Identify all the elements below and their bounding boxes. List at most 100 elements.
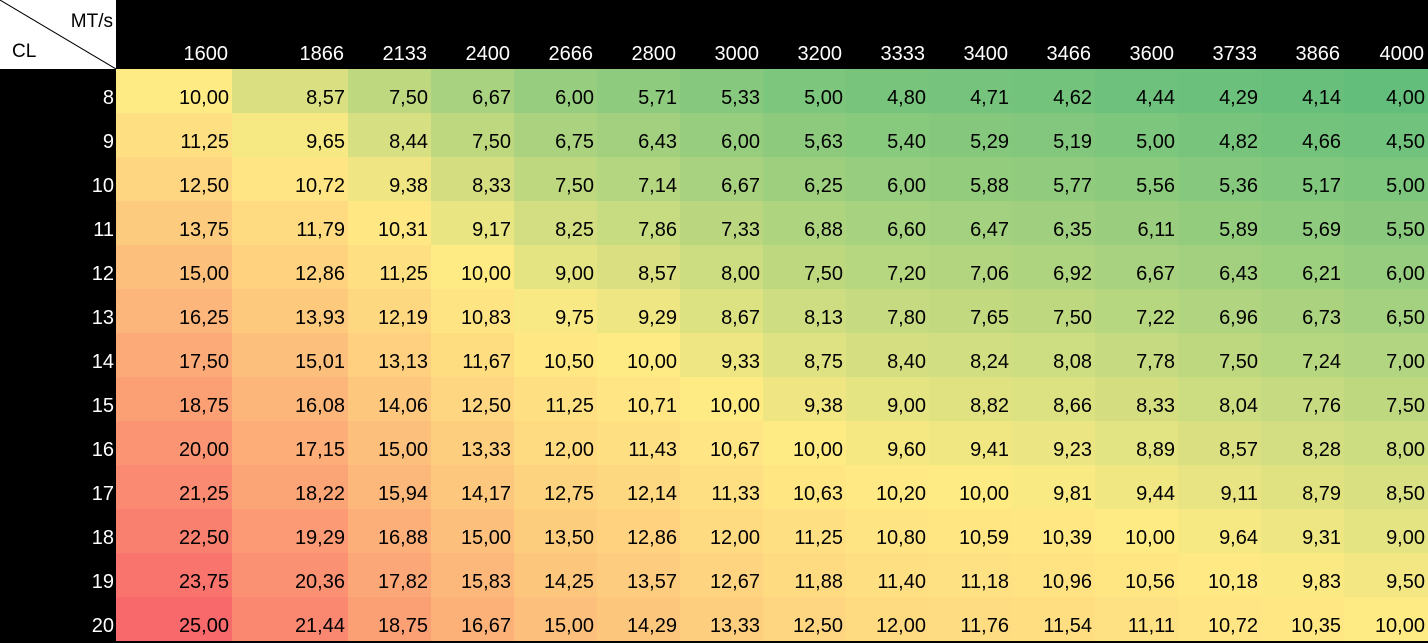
heatmap-cell [514,553,597,597]
cell-value: 7,50 [1386,395,1425,417]
heatmap-cell [1344,597,1428,641]
cell-value: 8,44 [389,131,428,153]
cell-value: 13,50 [543,527,594,549]
heatmap-cell [1012,377,1095,421]
heatmap-cell [1261,377,1344,421]
heatmap-cell [1261,597,1344,641]
row-header-10: 10 [91,175,114,197]
cell-value: 21,44 [294,615,345,637]
cell-value: 10,18 [1207,571,1258,593]
heatmap-cell [1095,509,1178,553]
corner-header: MT/s CL [0,0,116,69]
heatmap-cell [1095,245,1178,289]
cell-value: 7,76 [1302,395,1341,417]
heatmap-cell [929,465,1012,509]
cell-value: 9,41 [970,439,1009,461]
cell-value: 6,96 [1219,307,1258,329]
heatmap-cell [514,377,597,421]
heatmap-cell [597,509,680,553]
cell-value: 8,00 [1386,439,1425,461]
heatmap-cell [680,597,763,641]
cell-value: 9,00 [1386,527,1425,549]
heatmap-cell [763,333,846,377]
heatmap-cell [1344,465,1428,509]
heatmap-cell [1261,333,1344,377]
cell-value: 5,89 [1219,219,1258,241]
cell-value: 8,08 [1053,351,1092,373]
heatmap-cell [232,333,348,377]
heatmap-cell [431,333,514,377]
row-header-16: 16 [91,439,114,461]
heatmap-cell [846,113,929,157]
cell-value: 6,88 [804,219,843,241]
cell-value: 9,83 [1302,571,1341,593]
cell-value: 7,20 [887,263,926,285]
heatmap-cell [514,245,597,289]
heatmap-cell [846,421,929,465]
heatmap-cell [680,157,763,201]
heatmap-cell [1178,245,1261,289]
cell-value: 9,75 [555,307,594,329]
column-header-2400: 2400 [465,43,511,65]
x-axis-label: MT/s [70,11,113,32]
cell-value: 8,33 [1136,395,1175,417]
heatmap-cell [1095,69,1178,113]
cell-value: 9,00 [887,395,926,417]
cell-value: 12,19 [377,307,428,329]
heatmap-cell [846,69,929,113]
heatmap-cell [597,113,680,157]
cell-value: 5,33 [721,87,760,109]
heatmap-cell [348,245,431,289]
cell-value: 8,57 [306,87,345,109]
heatmap-cell [763,465,846,509]
cell-value: 14,06 [377,395,428,417]
cell-value: 7,00 [1386,351,1425,373]
heatmap-cell [232,377,348,421]
cell-value: 9,44 [1136,483,1175,505]
cell-value: 4,14 [1302,87,1341,109]
heatmap-cell [232,465,348,509]
heatmap-cell [1261,201,1344,245]
heatmap-cell [597,421,680,465]
heatmap-cell [514,201,597,245]
heatmap-cell [1178,377,1261,421]
heatmap-cell [1344,289,1428,333]
cell-value: 9,60 [887,439,926,461]
cell-value: 11,76 [960,615,1009,637]
cell-value: 17,15 [294,439,345,461]
heatmap-cell [1095,597,1178,641]
heatmap-cell [763,201,846,245]
heatmap-cell [431,69,514,113]
cell-value: 5,69 [1302,219,1341,241]
heatmap-cell [597,553,680,597]
heatmap-cell [1012,201,1095,245]
cell-value: 8,75 [804,351,843,373]
heatmap-cell [1344,113,1428,157]
heatmap-cell [763,553,846,597]
cell-value: 11,43 [628,439,677,461]
heatmap-cell [846,377,929,421]
heatmap-cell [514,113,597,157]
cell-value: 6,67 [1136,263,1175,285]
cell-value: 7,65 [970,307,1009,329]
cell-value: 10,39 [1041,527,1092,549]
heatmap-cell [1012,289,1095,333]
cell-value: 10,67 [709,439,760,461]
heatmap-cell [514,289,597,333]
cell-value: 8,13 [804,307,843,329]
cell-value: 17,82 [377,571,428,593]
cell-value: 9,29 [638,307,677,329]
cell-value: 12,14 [626,483,677,505]
heatmap-cell [1178,333,1261,377]
heatmap-cell [680,509,763,553]
heatmap-cell [1178,597,1261,641]
cell-value: 10,00 [792,439,843,461]
cell-value: 20,36 [294,571,345,593]
cell-value: 18,22 [294,483,345,505]
heatmap-cell [846,245,929,289]
cell-value: 16,88 [377,527,428,549]
cell-value: 10,72 [294,175,345,197]
heatmap-cell [597,201,680,245]
cell-value: 8,57 [1219,439,1258,461]
cell-value: 4,71 [970,87,1009,109]
